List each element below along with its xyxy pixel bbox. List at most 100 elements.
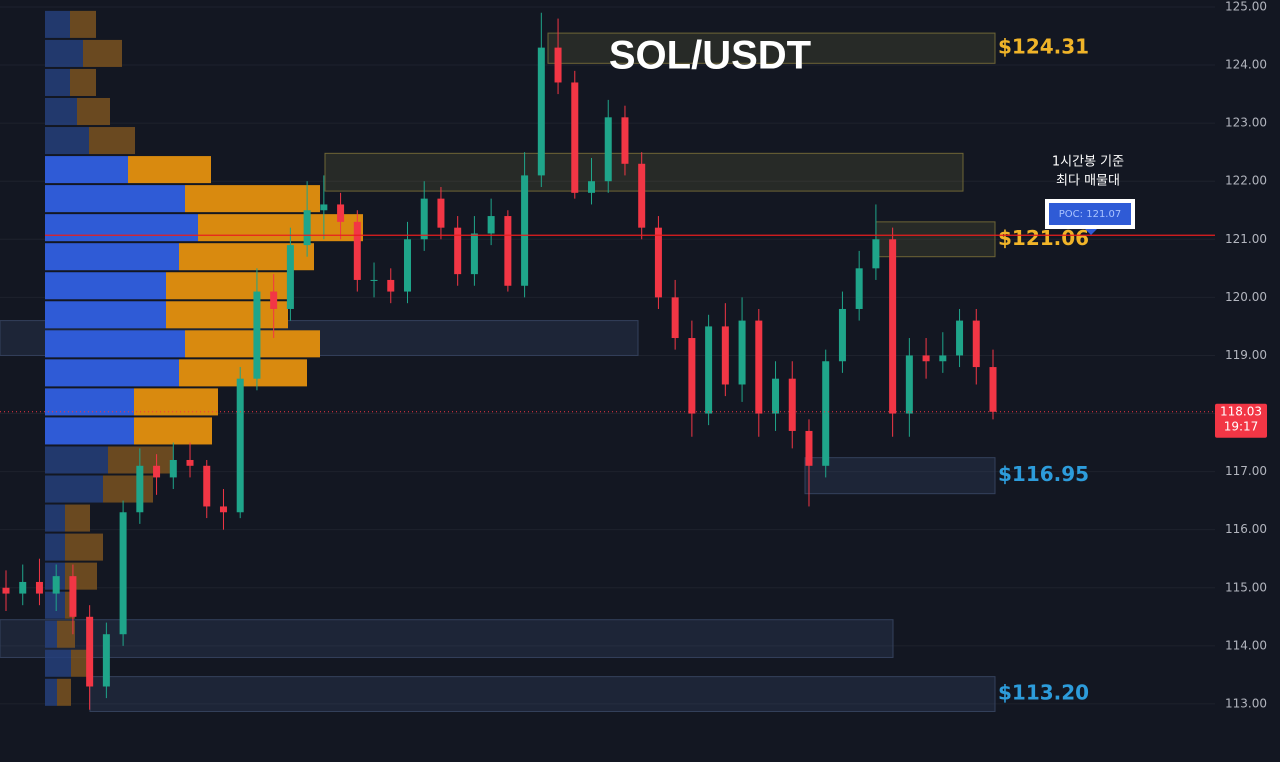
profile-sell <box>166 301 288 329</box>
candle-body <box>270 291 278 309</box>
profile-buy <box>45 388 134 416</box>
profile-buy <box>45 475 103 503</box>
candle-body <box>169 459 177 478</box>
candle-body <box>805 430 813 466</box>
candle-body <box>219 506 227 513</box>
zone <box>804 457 996 495</box>
candle-body <box>822 361 830 466</box>
y-tick-label: 125.00 <box>1225 0 1267 13</box>
candle-body <box>2 587 10 594</box>
profile-sell <box>166 272 288 300</box>
candle-body <box>387 279 395 292</box>
candle-body <box>52 576 60 594</box>
profile-sell <box>70 10 96 38</box>
candle-body <box>320 204 328 211</box>
candle-body <box>922 355 930 362</box>
y-tick-label: 113.00 <box>1225 696 1267 710</box>
candle-body <box>772 378 780 414</box>
candle-body <box>236 378 244 513</box>
zone-label: $113.20 <box>998 681 1089 705</box>
candle-body <box>537 47 545 176</box>
candle-body <box>521 175 529 286</box>
y-tick-label: 116.00 <box>1225 522 1267 536</box>
candle-body <box>855 268 863 309</box>
profile-sell <box>89 127 135 155</box>
candle-body <box>19 581 27 594</box>
profile-sell <box>128 156 211 184</box>
candle-body <box>403 239 411 292</box>
candle-body <box>721 326 729 385</box>
annotation: 1시간봉 기준 <box>1052 155 1124 170</box>
candle-body <box>353 221 361 280</box>
candle-body <box>638 163 646 228</box>
profile-sell <box>57 620 75 648</box>
profile-buy <box>45 417 134 445</box>
profile-sell <box>77 97 110 126</box>
candle-body <box>136 465 144 513</box>
profile-buy <box>45 272 166 300</box>
candle-body <box>487 216 495 234</box>
y-tick-label: 123.00 <box>1225 116 1267 130</box>
candle-body <box>989 367 997 412</box>
profile-buy <box>45 243 179 271</box>
candle-body <box>872 239 880 269</box>
zone-label: $121.06 <box>998 226 1089 250</box>
candle-body <box>437 198 445 228</box>
profile-buy <box>45 214 198 242</box>
zone-label: $124.31 <box>998 35 1089 59</box>
candle-body <box>738 320 746 385</box>
y-tick-label: 121.00 <box>1225 232 1267 246</box>
annotation: 최다 매물대 <box>1056 174 1120 189</box>
profile-buy <box>45 591 65 619</box>
candle-body <box>604 117 612 182</box>
profile-buy <box>45 97 77 126</box>
candle-body <box>86 616 94 687</box>
chart-title: SOL/USDT <box>609 34 811 78</box>
candle-body <box>956 320 964 356</box>
profile-sell <box>103 475 153 503</box>
candle-body <box>972 320 980 368</box>
candle-body <box>621 117 629 164</box>
candle-body <box>370 279 378 281</box>
last-price-badge <box>1215 403 1267 438</box>
y-tick-label: 114.00 <box>1225 638 1267 652</box>
profile-sell <box>134 388 218 416</box>
profile-buy <box>45 39 83 67</box>
candle-body <box>119 512 127 635</box>
candle-body <box>153 465 161 478</box>
y-tick-label: 117.00 <box>1225 464 1267 478</box>
candle-body <box>253 291 261 379</box>
candle-body <box>671 297 679 339</box>
profile-buy <box>45 678 57 706</box>
profile-sell <box>83 39 122 67</box>
profile-buy <box>45 446 108 474</box>
candle-body <box>554 47 562 83</box>
profile-buy <box>45 156 128 184</box>
candle-body <box>654 227 662 298</box>
last-price-label: 118.03 <box>1220 404 1262 418</box>
profile-buy <box>45 620 57 648</box>
y-tick-label: 122.00 <box>1225 174 1267 188</box>
profile-buy <box>45 127 89 155</box>
candle-body <box>35 581 43 594</box>
candle-body <box>571 82 579 193</box>
profile-buy <box>45 649 71 677</box>
profile-sell <box>70 68 96 96</box>
candle-body <box>838 308 846 362</box>
y-tick-label: 119.00 <box>1225 348 1267 362</box>
candle-body <box>186 459 194 466</box>
profile-sell <box>198 214 363 242</box>
candle-body <box>470 233 478 275</box>
poc-pointer <box>1085 229 1097 235</box>
candle-body <box>203 465 211 507</box>
zone <box>547 32 996 64</box>
candle-body <box>588 181 596 193</box>
profile-sell <box>65 533 103 561</box>
profile-sell <box>185 330 320 358</box>
countdown-label: 19:17 <box>1224 419 1259 433</box>
candle-body <box>688 338 696 414</box>
poc-box <box>1049 203 1131 225</box>
profile-buy <box>45 359 179 387</box>
profile-sell <box>65 504 90 532</box>
